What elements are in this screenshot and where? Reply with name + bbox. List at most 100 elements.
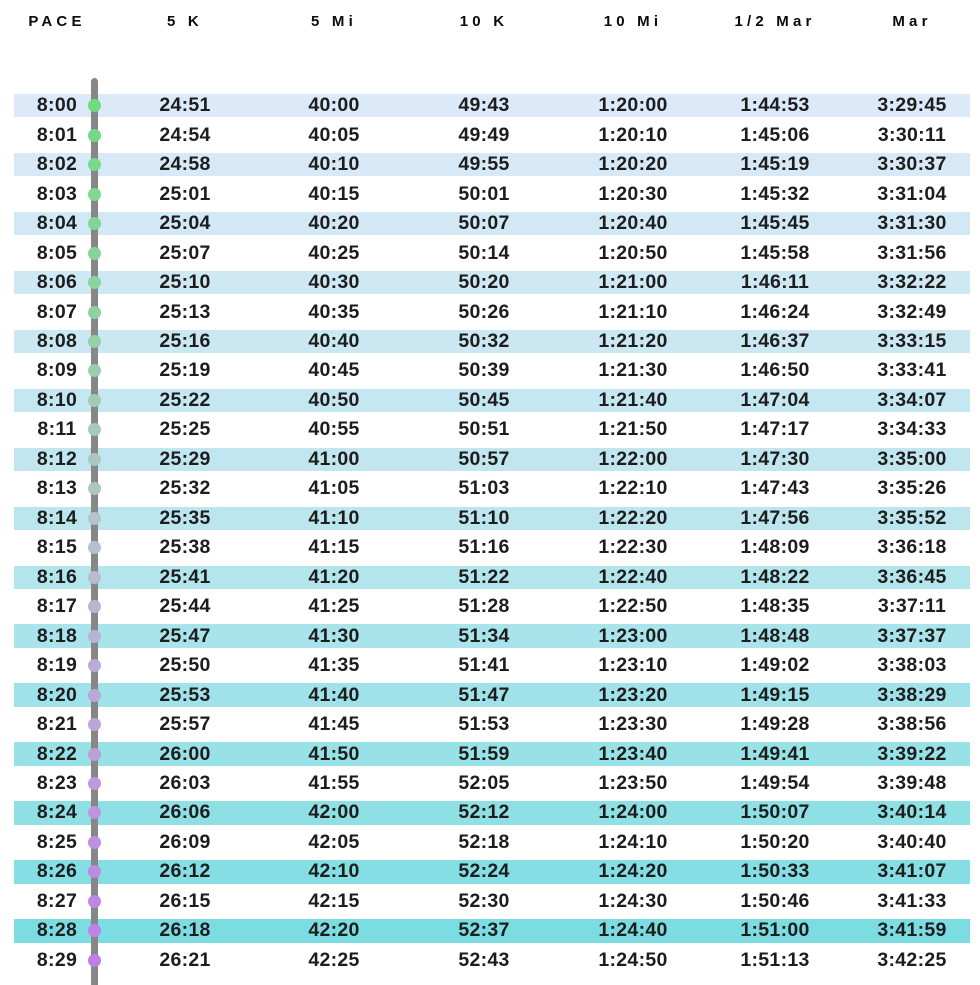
table-row: 8:19 25:50 41:35 51:41 1:23:10 1:49:02 3:38:03 xyxy=(14,651,970,680)
table-row: 8:01 24:54 40:05 49:49 1:20:10 1:45:06 3:30:11 xyxy=(14,120,970,149)
timeline-dot-icon xyxy=(88,158,101,172)
time-cell: 1:47:30 xyxy=(740,447,810,470)
time-cell: 1:51:13 xyxy=(740,948,810,971)
time-cell: 1:20:50 xyxy=(598,241,668,264)
time-cell: 40:35 xyxy=(308,300,360,323)
pace-cell: 8:11 xyxy=(37,418,77,441)
timeline-dot-icon xyxy=(88,187,101,201)
time-cell: 24:58 xyxy=(159,153,211,176)
time-cell: 52:30 xyxy=(458,889,510,912)
pace-cell: 8:29 xyxy=(36,948,78,971)
time-cell: 3:37:37 xyxy=(877,624,947,647)
time-cell: 51:10 xyxy=(458,506,510,529)
time-cell: 50:45 xyxy=(458,388,510,411)
time-cell: 25:50 xyxy=(159,654,211,677)
table-row: 8:06 25:10 40:30 50:20 1:21:00 1:46:11 3:32:22 xyxy=(14,267,970,298)
time-cell: 50:26 xyxy=(458,300,510,323)
time-cell: 51:41 xyxy=(458,654,510,677)
timeline-dot-icon xyxy=(88,718,101,732)
time-cell: 1:21:10 xyxy=(598,300,668,323)
time-cell: 1:48:09 xyxy=(740,536,810,559)
time-cell: 1:21:00 xyxy=(598,271,668,294)
table-row: 8:15 25:38 41:15 51:16 1:22:30 1:48:09 3:36:18 xyxy=(14,533,970,562)
time-cell: 25:32 xyxy=(159,477,211,500)
time-cell: 1:47:56 xyxy=(740,506,810,529)
time-cell: 41:10 xyxy=(308,506,360,529)
time-cell: 1:20:20 xyxy=(598,153,668,176)
time-cell: 50:01 xyxy=(458,182,510,205)
time-cell: 50:57 xyxy=(458,447,510,470)
table-row: 8:00 24:51 40:00 49:43 1:20:00 1:44:53 3:29:45 xyxy=(14,91,970,121)
time-cell: 25:44 xyxy=(159,595,211,618)
pace-cell: 8:21 xyxy=(36,713,78,736)
column-header-pace: PACE xyxy=(28,13,86,30)
timeline-dot-icon xyxy=(88,894,101,908)
time-cell: 50:07 xyxy=(458,212,510,235)
time-cell: 50:14 xyxy=(458,241,510,264)
time-cell: 42:15 xyxy=(308,889,360,912)
table-row: 8:27 26:15 42:15 52:30 1:24:30 1:50:46 3:41:33 xyxy=(14,887,970,916)
time-cell: 1:23:20 xyxy=(598,683,668,706)
table-row: 8:18 25:47 41:30 51:34 1:23:00 1:48:48 3:37:37 xyxy=(14,621,970,651)
pace-cell: 8:04 xyxy=(36,212,78,235)
time-cell: 40:05 xyxy=(308,123,360,146)
time-cell: 1:49:54 xyxy=(740,772,810,795)
time-cell: 1:24:20 xyxy=(598,860,668,883)
time-cell: 1:49:28 xyxy=(740,713,810,736)
timeline-dot-icon xyxy=(88,924,101,938)
timeline-dot-icon xyxy=(88,659,101,673)
time-cell: 42:20 xyxy=(308,919,360,942)
time-cell: 1:24:10 xyxy=(598,830,668,853)
time-cell: 41:20 xyxy=(308,565,360,588)
timeline-dot-icon xyxy=(88,423,101,437)
time-cell: 1:50:20 xyxy=(740,830,810,853)
time-cell: 52:37 xyxy=(458,919,510,942)
time-cell: 1:22:20 xyxy=(598,506,668,529)
pace-cell: 8:03 xyxy=(36,182,78,205)
time-cell: 1:22:10 xyxy=(598,477,668,500)
timeline-dot-icon xyxy=(88,276,101,290)
time-cell: 3:34:33 xyxy=(877,418,947,441)
time-cell: 3:41:59 xyxy=(877,919,947,942)
pace-timeline-line xyxy=(91,78,98,985)
timeline-dot-icon xyxy=(88,482,101,496)
time-cell: 41:35 xyxy=(308,654,360,677)
time-cell: 42:25 xyxy=(308,948,360,971)
time-cell: 40:20 xyxy=(308,212,360,235)
timeline-dot-icon xyxy=(88,99,101,113)
column-header-5mi: 5 Mi xyxy=(311,13,357,30)
timeline-dot-icon xyxy=(88,541,101,555)
time-cell: 1:51:00 xyxy=(740,919,810,942)
time-cell: 40:55 xyxy=(308,418,360,441)
timeline-dot-icon xyxy=(88,600,101,614)
table-row: 8:13 25:32 41:05 51:03 1:22:10 1:47:43 3:35:26 xyxy=(14,474,970,503)
pace-cell: 8:24 xyxy=(36,801,78,824)
time-cell: 52:43 xyxy=(458,948,510,971)
time-cell: 1:48:35 xyxy=(740,595,810,618)
time-cell: 40:50 xyxy=(308,388,360,411)
time-cell: 3:38:56 xyxy=(877,713,947,736)
time-cell: 1:45:45 xyxy=(740,212,810,235)
time-cell: 1:50:33 xyxy=(740,860,810,883)
timeline-dot-icon xyxy=(88,747,101,761)
time-cell: 25:38 xyxy=(159,536,211,559)
time-cell: 3:36:18 xyxy=(877,536,947,559)
time-cell: 50:51 xyxy=(458,418,510,441)
time-cell: 25:19 xyxy=(159,359,211,382)
time-cell: 3:40:40 xyxy=(877,830,947,853)
time-cell: 51:03 xyxy=(458,477,510,500)
time-cell: 1:48:22 xyxy=(740,565,810,588)
time-cell: 26:00 xyxy=(159,742,211,765)
time-cell: 1:44:53 xyxy=(740,94,810,117)
table-row: 8:03 25:01 40:15 50:01 1:20:30 1:45:32 3:31:04 xyxy=(14,179,970,208)
time-cell: 26:12 xyxy=(159,860,211,883)
timeline-dot-icon xyxy=(88,364,101,378)
table-row: 8:12 25:29 41:00 50:57 1:22:00 1:47:30 3:35:00 xyxy=(14,444,970,475)
time-cell: 42:00 xyxy=(308,801,360,824)
table-row: 8:16 25:41 41:20 51:22 1:22:40 1:48:22 3:36:45 xyxy=(14,562,970,592)
table-row: 8:28 26:18 42:20 52:37 1:24:40 1:51:00 3:41:59 xyxy=(14,916,970,946)
table-row: 8:08 25:16 40:40 50:32 1:21:20 1:46:37 3:33:15 xyxy=(14,326,970,357)
time-cell: 26:06 xyxy=(159,801,211,824)
time-cell: 25:07 xyxy=(159,241,211,264)
time-cell: 24:54 xyxy=(159,123,211,146)
